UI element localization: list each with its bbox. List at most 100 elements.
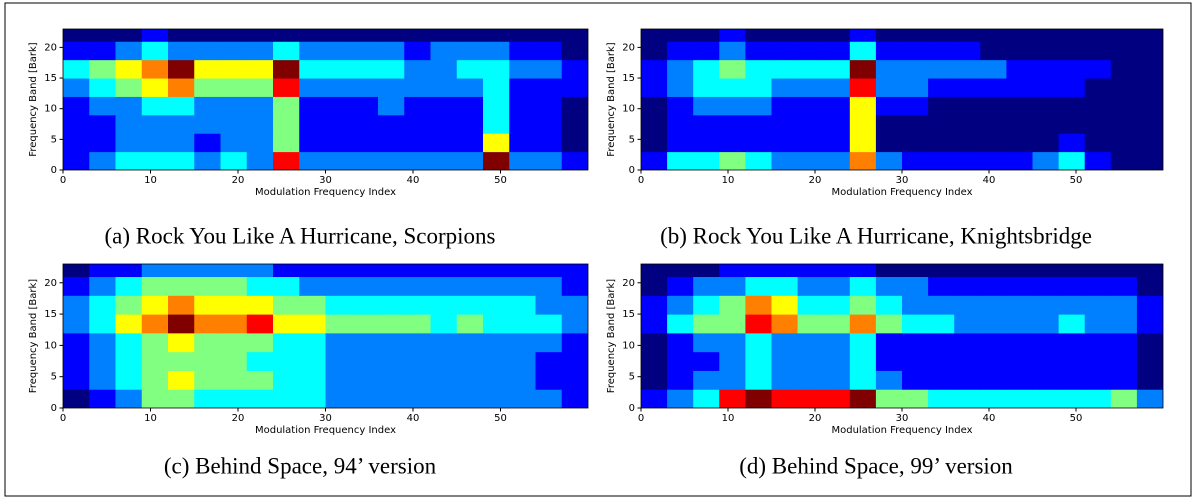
heat-cell	[456, 389, 484, 408]
heat-cell	[797, 276, 825, 296]
heat-cell	[980, 332, 1007, 353]
heat-cell	[875, 314, 903, 334]
heat-cell	[220, 151, 248, 170]
heat-cell	[509, 151, 536, 170]
heat-cell	[875, 332, 903, 353]
heat-cell	[823, 78, 851, 97]
heat-cell	[1006, 295, 1033, 315]
heat-cell	[693, 59, 720, 79]
heat-cell	[1084, 29, 1112, 42]
heat-cell	[980, 314, 1007, 334]
heat-cell	[430, 59, 458, 79]
heat-cell	[667, 59, 694, 79]
heat-cell	[89, 370, 116, 390]
heat-cell	[325, 351, 353, 371]
heat-cell	[246, 29, 274, 42]
heat-cell	[980, 96, 1007, 116]
heat-cell	[63, 114, 90, 134]
heat-cell	[849, 351, 877, 371]
heat-cell	[797, 96, 825, 116]
heat-cell	[875, 133, 903, 153]
heat-cell	[561, 389, 588, 408]
heat-cell	[299, 314, 326, 334]
heat-cell	[430, 370, 458, 390]
heat-cell	[693, 133, 720, 153]
heat-cell	[1084, 389, 1112, 408]
heat-cell	[483, 114, 510, 134]
heat-cell	[980, 133, 1007, 153]
heatmap	[63, 29, 588, 170]
heat-cell	[299, 389, 326, 408]
heat-cell	[797, 389, 825, 408]
heat-cell	[719, 133, 746, 153]
heat-cell	[771, 264, 799, 278]
x-tick-label: 20	[809, 175, 822, 186]
heat-cell	[378, 295, 405, 315]
heat-cell	[220, 133, 248, 153]
heat-cell	[273, 276, 300, 296]
heat-cell	[1032, 41, 1060, 61]
heat-cell	[89, 295, 116, 315]
heat-cell	[1110, 276, 1138, 296]
heat-cell	[693, 351, 720, 371]
heat-cell	[1110, 78, 1138, 97]
heat-cell	[771, 314, 799, 334]
heat-cell	[325, 295, 353, 315]
heat-cell	[641, 41, 668, 61]
heat-cell	[771, 41, 799, 61]
heat-cell	[875, 78, 903, 97]
heat-cell	[980, 351, 1007, 371]
heat-cell	[667, 389, 694, 408]
x-tick-label: 50	[1070, 175, 1083, 186]
heat-cell	[667, 151, 694, 170]
x-tick-label: 0	[638, 413, 644, 424]
heat-cell	[875, 59, 903, 79]
heat-cell	[667, 96, 694, 116]
heat-cell	[194, 151, 221, 170]
heat-cell	[797, 151, 825, 170]
heat-cell	[823, 41, 851, 61]
heat-cell	[483, 133, 510, 153]
heat-cell	[378, 370, 405, 390]
heat-cell	[823, 133, 851, 153]
heat-cell	[561, 276, 588, 296]
heat-cell	[535, 59, 563, 79]
heat-cell	[115, 78, 143, 97]
heat-cell	[89, 332, 116, 353]
heat-cell	[902, 351, 929, 371]
heat-cell	[115, 264, 143, 278]
heat-cell	[63, 389, 90, 408]
heat-cell	[246, 332, 274, 353]
heat-cell	[954, 78, 981, 97]
heat-cell	[954, 276, 981, 296]
x-tick-label: 20	[232, 413, 245, 424]
heat-cell	[430, 276, 458, 296]
heat-cell	[535, 276, 563, 296]
heat-cell	[246, 370, 274, 390]
heat-cell	[194, 351, 221, 371]
heat-cell	[875, 96, 903, 116]
heat-cell	[509, 59, 536, 79]
heat-cell	[719, 389, 746, 408]
heat-cell	[115, 59, 143, 79]
heat-cell	[115, 151, 143, 170]
heat-cell	[693, 332, 720, 353]
heat-cell	[535, 389, 563, 408]
heat-cell	[456, 29, 484, 42]
heat-cell	[1032, 59, 1060, 79]
heat-cell	[561, 332, 588, 353]
heat-cell	[430, 264, 458, 278]
x-tick-label: 10	[722, 413, 735, 424]
heat-cell	[902, 264, 929, 278]
x-axis-label: Modulation Frequency Index	[831, 187, 972, 198]
heat-cell	[693, 29, 720, 42]
heat-cell	[115, 389, 143, 408]
heat-cell	[299, 276, 326, 296]
heat-cell	[1058, 264, 1086, 278]
heat-cell	[509, 370, 536, 390]
heat-cell	[980, 276, 1007, 296]
heat-cell	[141, 314, 169, 334]
heat-cell	[1136, 389, 1163, 408]
heat-cell	[797, 295, 825, 315]
caption: (c) Behind Space, 94’ version	[164, 453, 437, 478]
